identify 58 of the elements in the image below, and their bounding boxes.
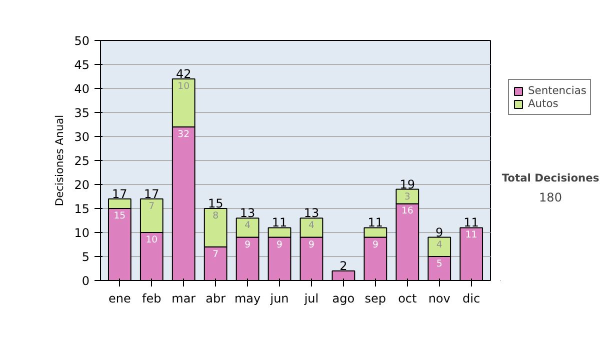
- x-tick-label: may: [234, 292, 261, 306]
- y-tick-label: 0: [82, 274, 90, 288]
- data-label: 4: [308, 220, 315, 232]
- y-tick-label: 30: [74, 130, 90, 144]
- data-label: 8: [212, 210, 219, 222]
- data-label: 9: [244, 239, 251, 250]
- data-label: 7: [212, 248, 219, 260]
- total-label: 11: [272, 216, 288, 230]
- data-label: 4: [244, 220, 251, 232]
- data-label: 9: [276, 239, 283, 250]
- y-tick-label: 25: [74, 154, 90, 168]
- y-tick-label: 20: [74, 178, 90, 192]
- total-label: 2: [340, 258, 348, 273]
- x-tick-label: mar: [172, 292, 196, 306]
- total-label: 11: [464, 216, 479, 230]
- total-label: 9: [436, 225, 444, 240]
- x-tick-label: ene: [108, 292, 131, 306]
- x-tick-label: oct: [398, 292, 417, 306]
- x-tick-label: abr: [206, 292, 226, 306]
- total-label: 42: [176, 66, 192, 81]
- data-label: 5: [436, 258, 442, 270]
- data-label: 4: [436, 239, 442, 250]
- data-label: 11: [465, 230, 478, 241]
- x-tick-label: sep: [364, 292, 386, 306]
- data-label: 32: [178, 128, 190, 140]
- total-label: 19: [400, 177, 416, 192]
- x-tick-label: jun: [269, 292, 289, 306]
- legend-label: Sentencias: [528, 84, 586, 97]
- total-label: 15: [208, 196, 224, 210]
- y-tick-label: 40: [74, 82, 90, 96]
- data-label: 10: [146, 234, 158, 246]
- data-label: 9: [372, 239, 378, 250]
- x-tick-label: jul: [303, 292, 319, 306]
- total-label: 17: [144, 186, 160, 201]
- data-label: 9: [308, 239, 315, 250]
- x-tick-label: dic: [462, 292, 480, 306]
- y-tick-label: 15: [74, 202, 90, 216]
- x-tick-label: ago: [332, 292, 355, 306]
- y-tick-label: 50: [74, 34, 90, 48]
- y-tick-label: 45: [74, 58, 90, 72]
- data-label: 7: [148, 200, 155, 212]
- y-tick-label: 35: [74, 106, 90, 120]
- text: 180: [539, 190, 562, 204]
- total-label: 11: [368, 216, 384, 230]
- x-tick-label: feb: [142, 292, 162, 306]
- text: Total Decisiones: [502, 172, 600, 184]
- y-axis-title: Decisiones Anual: [53, 114, 66, 206]
- data-label: 10: [178, 80, 190, 92]
- total-label: 17: [112, 186, 128, 201]
- y-tick-label: 10: [74, 226, 90, 240]
- data-label: 3: [404, 191, 410, 202]
- total-label: 13: [240, 206, 256, 220]
- legend-label: Autos: [528, 97, 558, 110]
- y-tick-label: 5: [82, 250, 90, 264]
- data-label: 15: [114, 210, 126, 222]
- data-label: 16: [401, 206, 414, 217]
- total-label: 13: [304, 206, 320, 220]
- x-tick-label: nov: [428, 292, 450, 306]
